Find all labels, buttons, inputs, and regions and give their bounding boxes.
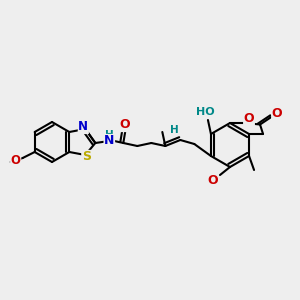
Text: O: O — [244, 112, 254, 125]
Text: H: H — [170, 125, 179, 135]
Text: HO: HO — [196, 107, 214, 117]
Text: O: O — [208, 173, 218, 187]
Text: O: O — [119, 118, 130, 131]
Text: N: N — [104, 134, 115, 148]
Text: N: N — [78, 121, 88, 134]
Text: O: O — [11, 154, 21, 167]
Text: H: H — [105, 130, 114, 140]
Text: S: S — [82, 151, 91, 164]
Text: O: O — [272, 107, 282, 120]
